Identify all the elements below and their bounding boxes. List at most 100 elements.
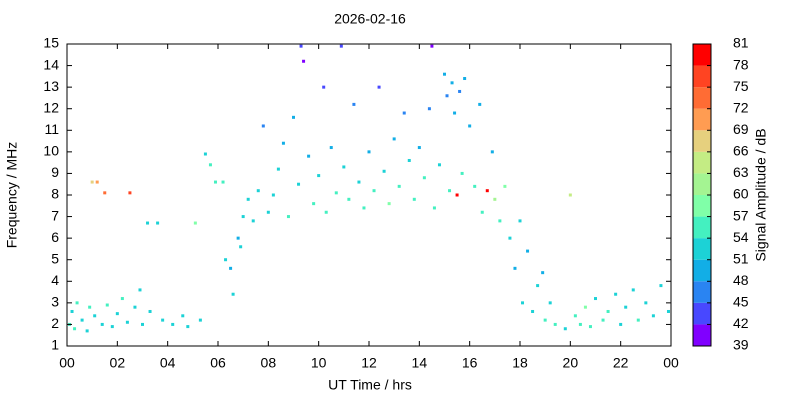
data-point [203, 152, 207, 156]
data-point [460, 171, 464, 175]
data-point [430, 44, 434, 48]
data-point [372, 189, 376, 193]
x-tick-label: 06 [210, 355, 226, 371]
data-point [543, 318, 547, 322]
data-point [526, 249, 530, 253]
data-point [498, 219, 502, 223]
data-point [458, 89, 462, 93]
y-tick-label: 6 [51, 229, 59, 245]
data-point [193, 221, 197, 225]
y-tick-label: 2 [51, 315, 59, 331]
colorbar-band [693, 324, 711, 346]
data-point [276, 167, 280, 171]
data-point [490, 150, 494, 154]
data-point [271, 193, 275, 197]
data-point [307, 154, 311, 158]
data-point [624, 305, 628, 309]
data-point [606, 309, 610, 313]
y-tick-label: 15 [43, 35, 59, 51]
colorbar-band [693, 87, 711, 109]
colorbar-band [693, 281, 711, 303]
data-point [541, 271, 545, 275]
data-point [246, 197, 250, 201]
data-point [95, 180, 99, 184]
x-tick-label: 10 [311, 355, 327, 371]
data-point [450, 81, 454, 85]
data-point [161, 318, 165, 322]
data-point [493, 197, 497, 201]
data-point [644, 301, 648, 305]
data-point [518, 219, 522, 223]
data-point [125, 320, 129, 324]
data-point [148, 309, 152, 313]
data-point [339, 44, 343, 48]
data-point [377, 85, 381, 89]
x-tick-label: 04 [160, 355, 176, 371]
data-point [651, 314, 655, 318]
data-point [352, 102, 356, 106]
x-tick-label: 08 [261, 355, 277, 371]
y-tick-label: 8 [51, 186, 59, 202]
data-point [443, 72, 446, 76]
data-point [367, 150, 371, 154]
data-point [208, 163, 212, 167]
data-point [299, 44, 303, 48]
data-point [573, 314, 577, 318]
y-tick-label: 9 [51, 164, 59, 180]
data-point [342, 165, 346, 169]
data-point [302, 59, 306, 63]
data-point [286, 215, 290, 219]
data-point [531, 309, 535, 313]
colorbar-tick-label: 42 [733, 315, 749, 331]
data-point [141, 322, 144, 326]
data-point [133, 305, 137, 309]
data-point [105, 303, 109, 307]
x-tick-label: 22 [613, 355, 629, 371]
colorbar-tick-label: 57 [733, 207, 749, 223]
data-point [236, 236, 240, 240]
data-point [422, 176, 426, 180]
data-point [334, 191, 338, 195]
data-point [85, 329, 89, 333]
data-point [568, 193, 572, 197]
colorbar-tick-label: 66 [733, 143, 749, 159]
data-point [324, 210, 328, 214]
data-point [181, 314, 185, 318]
data-point [251, 219, 255, 223]
plot-frame [66, 43, 672, 347]
colorbar-tick-label: 63 [733, 164, 749, 180]
data-point [103, 191, 107, 195]
colorbar-tick-label: 72 [733, 99, 749, 115]
data-point [445, 94, 449, 98]
colorbar-tick-label: 60 [733, 186, 749, 202]
y-tick-label: 13 [43, 78, 59, 94]
data-point [261, 124, 265, 128]
data-point [636, 318, 640, 322]
data-point [297, 182, 301, 186]
data-point [521, 301, 525, 305]
data-point [553, 322, 557, 326]
data-point [480, 210, 484, 214]
data-point [90, 180, 94, 184]
data-point [73, 327, 77, 331]
y-tick-label: 4 [51, 272, 59, 288]
x-tick-label: 20 [563, 355, 579, 371]
data-point [397, 184, 401, 188]
data-point [473, 184, 477, 188]
y-tick-label: 14 [43, 56, 59, 72]
x-tick-label: 18 [512, 355, 528, 371]
data-point [412, 197, 416, 201]
y-tick-label: 7 [51, 207, 59, 223]
data-point [455, 193, 459, 197]
data-point [171, 322, 175, 326]
colorbar-band [693, 302, 711, 325]
data-point [508, 236, 512, 240]
colorbar-tick-label: 51 [733, 250, 749, 266]
y-tick-label: 3 [51, 294, 59, 310]
data-point [362, 206, 366, 210]
data-point [588, 325, 592, 329]
data-point [601, 318, 605, 322]
data-point [357, 180, 361, 184]
x-tick-label: 00 [59, 355, 75, 371]
data-point [594, 297, 597, 301]
